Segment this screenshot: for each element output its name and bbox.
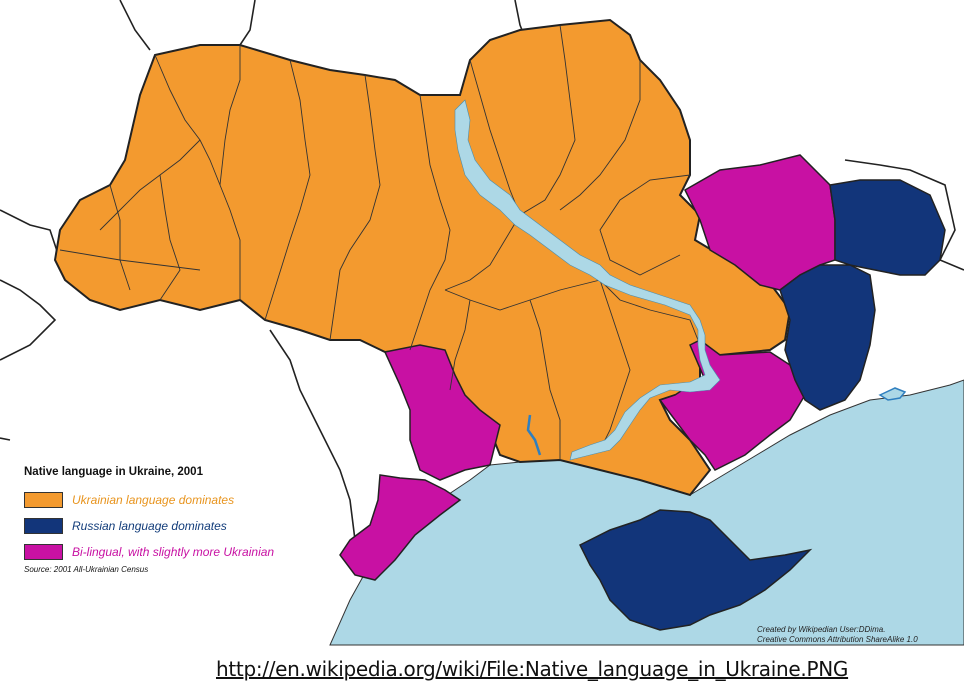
map-legend: Native language in Ukraine, 2001 Ukraini… bbox=[24, 466, 344, 574]
credit-line-2: Creative Commons Attribution ShareAlike … bbox=[757, 635, 918, 644]
legend-item-bilingual: Bi-lingual, with slightly more Ukrainian bbox=[24, 539, 344, 565]
azov-inlet bbox=[878, 387, 907, 401]
region-ukrainian bbox=[53, 18, 792, 497]
region-luhansk bbox=[829, 179, 946, 276]
legend-label: Bi-lingual, with slightly more Ukrainian bbox=[72, 545, 275, 559]
legend-item-ukrainian: Ukrainian language dominates bbox=[24, 487, 344, 513]
legend-title: Native language in Ukraine, 2001 bbox=[24, 466, 203, 478]
legend-swatch bbox=[24, 492, 63, 508]
southern-bug-river bbox=[526, 414, 542, 456]
dnieper-river bbox=[454, 99, 721, 461]
region-zaporizhia bbox=[658, 339, 806, 471]
region-odesa-north bbox=[383, 344, 501, 481]
region-odesa-south bbox=[339, 474, 462, 581]
region-donetsk bbox=[779, 264, 876, 411]
oblast-borders bbox=[59, 24, 701, 460]
legend-source: Source: 2001 All-Ukrainian Census bbox=[24, 565, 149, 574]
legend-label: Ukrainian language dominates bbox=[72, 493, 235, 507]
map-credit: Created by Wikipedian User:DDima. Creati… bbox=[757, 625, 918, 645]
region-crimea bbox=[578, 509, 813, 631]
legend-label: Russian language dominates bbox=[72, 519, 227, 533]
source-link[interactable]: http://en.wikipedia.org/wiki/File:Native… bbox=[216, 657, 849, 681]
legend-swatch bbox=[24, 544, 63, 560]
legend-swatch bbox=[24, 518, 63, 534]
legend-item-russian: Russian language dominates bbox=[24, 513, 344, 539]
credit-line-1: Created by Wikipedian User:DDima. bbox=[757, 625, 886, 634]
